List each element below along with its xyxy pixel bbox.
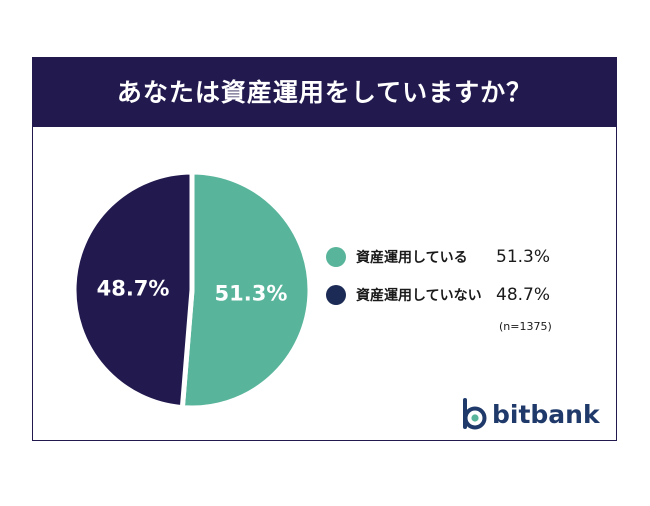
pie-slice-not-investing [71,169,195,411]
chart-frame: あなたは資産運用をしていますか？ 51.3% 48.7% 資産運用している 51.… [32,57,617,441]
title-banner: あなたは資産運用をしていますか？ [33,58,616,127]
brand-logo: bitbank [461,394,600,434]
sample-size-note: (n=1375) [499,320,552,333]
pie-chart-svg: 51.3% 48.7% [71,169,313,411]
legend-value-investing: 51.3% [496,247,551,267]
legend-swatch-not-investing [326,285,346,305]
legend-value-not-investing: 48.7% [496,285,551,305]
chart-title: あなたは資産運用をしていますか？ [116,78,533,107]
brand-name: bitbank [492,399,600,429]
legend-label-not-investing: 資産運用していない [356,288,482,304]
bitbank-logo-icon [463,398,487,430]
pie-label-not-investing: 48.7% [97,277,170,301]
pie-label-investing: 51.3% [215,281,288,305]
legend-item-not-investing: 資産運用していない 48.7% [326,284,606,306]
legend-swatch-investing [326,247,346,267]
pie-slice-investing [179,169,313,411]
legend-item-investing: 資産運用している 51.3% [326,246,606,268]
legend-label-investing: 資産運用している [356,250,468,266]
pie-chart: 51.3% 48.7% [68,168,316,412]
legend: 資産運用している 51.3% 資産運用していない 48.7% [326,246,606,322]
